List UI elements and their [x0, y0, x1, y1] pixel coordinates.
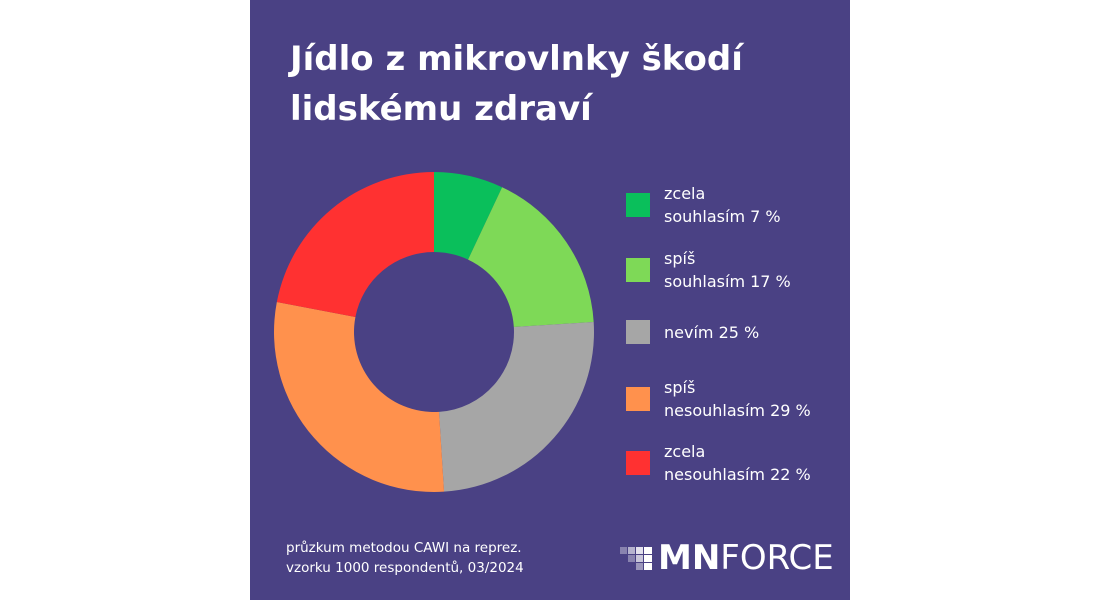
legend-label: spíš souhlasím 17 %: [664, 249, 791, 291]
donut-slice-spis-souhlasim: [468, 187, 594, 327]
legend-item-spis-nesouhlasim: spíš nesouhlasím 29 %: [626, 376, 811, 422]
legend-item-nevim: nevím 25 %: [626, 320, 759, 344]
legend-swatch: [626, 193, 650, 217]
donut-slice-nevim: [439, 321, 594, 492]
chart-title: Jídlo z mikrovlnky škodí lidskému zdraví: [290, 39, 743, 129]
donut-slice-spis-nesouhlasim: [274, 302, 445, 492]
logo-wordmark: MNFORCE: [658, 538, 834, 578]
legend-item-zcela-souhlasim: zcela souhlasím 7 %: [626, 182, 781, 228]
logo-pixel-mark-icon: [620, 541, 654, 575]
legend-label: nevím 25 %: [664, 322, 760, 342]
legend-item-zcela-nesouhlasim: zcela nesouhlasím 22 %: [626, 440, 811, 486]
legend-label: spíš nesouhlasím 29 %: [664, 378, 811, 420]
legend-label: zcela nesouhlasím 22 %: [664, 442, 811, 484]
legend-swatch: [626, 258, 650, 282]
legend-swatch: [626, 320, 650, 344]
legend-swatch: [626, 387, 650, 411]
legend-item-spis-souhlasim: spíš souhlasím 17 %: [626, 247, 791, 293]
legend-swatch: [626, 451, 650, 475]
legend-label: zcela souhlasím 7 %: [664, 184, 781, 226]
donut-chart: [274, 172, 594, 492]
mnforce-logo: MNFORCE: [620, 538, 834, 578]
donut-slice-zcela-nesouhlasim: [276, 172, 434, 318]
infographic-card: Jídlo z mikrovlnky škodí lidskému zdraví…: [250, 0, 850, 600]
donut-slice-zcela-souhlasim: [434, 172, 503, 260]
survey-footnote: průzkum metodou CAWI na reprez. vzorku 1…: [286, 540, 524, 576]
